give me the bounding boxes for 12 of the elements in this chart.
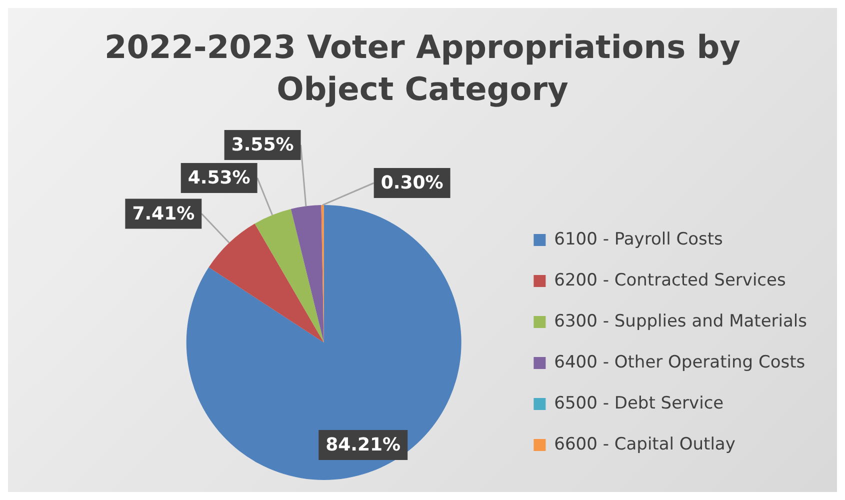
data-label: 4.53%	[188, 168, 250, 189]
legend-label: 6100 - Payroll Costs	[554, 229, 724, 250]
legend-label: 6600 - Capital Outlay	[554, 434, 736, 454]
data-label: 0.30%	[380, 172, 444, 194]
chart-title: 2022-2023 Voter Appropriations by Object Category	[103, 27, 742, 110]
legend-label: 6200 - Contracted Services	[554, 270, 786, 290]
legend-label: 6400 - Other Operating Costs	[554, 352, 806, 372]
legend-label: 6300 - Supplies and Materials	[554, 311, 808, 332]
data-label: 7.41%	[132, 203, 195, 224]
data-label: 3.55%	[231, 134, 294, 156]
legend-label: 6500 - Debt Service	[554, 393, 724, 414]
data-label: 84.21%	[326, 434, 401, 456]
